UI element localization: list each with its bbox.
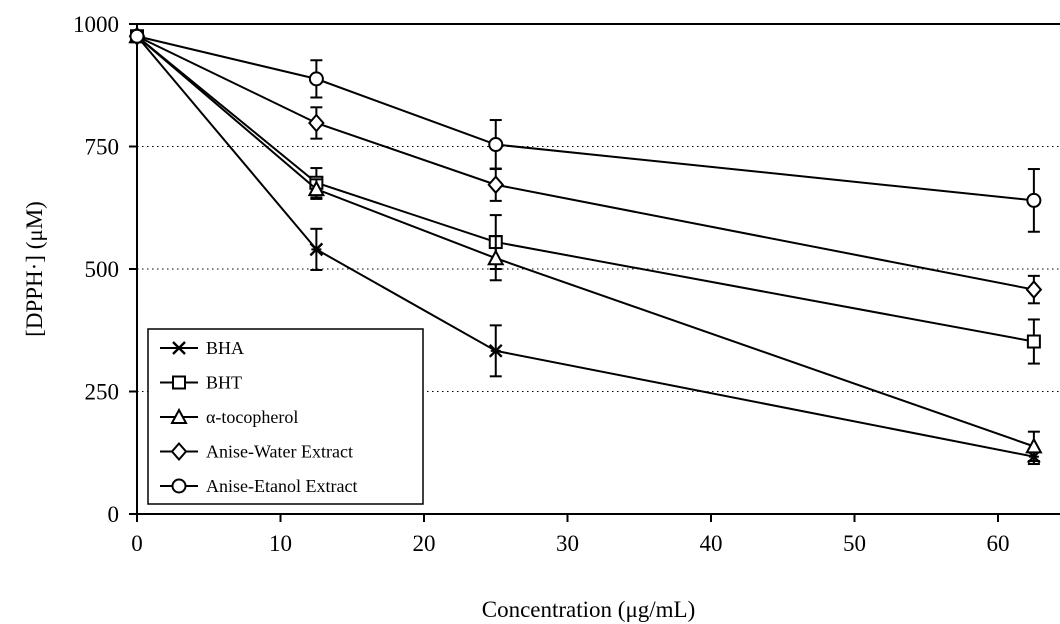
legend-marker [170,441,188,462]
x-tick-label: 0 [131,531,143,556]
data-point [307,180,326,197]
x-tick-label: 10 [269,531,292,556]
data-point [308,71,324,87]
marker-triangle [1025,437,1043,454]
x-tick-label: 40 [700,531,723,556]
legend-marker [170,407,188,424]
legend-item: α-tocopherol [160,407,298,427]
series-line [136,35,1035,448]
series-anise-etanol-extract [129,28,1042,233]
legend-marker [171,478,187,494]
marker-circle [129,28,145,44]
legend: BHA BHT α-tocopherol Anise-Water Extract Ani… [147,328,424,505]
grid-lines [137,146,1060,392]
legend-label: Anise-Etanol Extract [206,476,357,496]
marker-circle [1026,192,1042,208]
y-tick-label: 500 [85,257,120,282]
y-tick-label: 1000 [73,12,119,37]
legend-item: BHT [160,373,242,393]
marker-square [1026,334,1041,349]
y-tick-label: 0 [108,502,120,527]
marker-diamond [1025,280,1043,300]
series-line [136,35,1035,458]
x-tick-label: 50 [843,531,866,556]
marker-circle [171,478,187,494]
data-point [129,28,145,44]
legend-label: Anise-Water Extract [206,442,353,462]
legend-item: Anise-Water Extract [160,442,353,462]
legend-label: α-tocopherol [206,407,298,427]
marker-diamond [487,175,505,195]
y-tick-label: 750 [85,135,120,160]
data-point [487,249,505,266]
x-axis-ticks: 0 10 20 30 40 50 60 [131,514,1010,556]
data-point [1025,280,1043,300]
data-point [1026,334,1041,349]
legend-item: BHA [160,338,244,358]
x-tick-label: 60 [987,531,1010,556]
series-line [136,35,1034,202]
data-point [309,242,324,257]
y-axis-ticks: 0 250 500 750 1000 [73,12,137,527]
data-point [1026,192,1042,208]
marker-triangle [307,180,326,197]
data-point [488,343,503,358]
x-tick-label: 30 [556,531,579,556]
legend-label: BHA [206,338,244,358]
x-axis-title: Concentration (μg/mL) [482,597,696,622]
series-line [136,35,1035,343]
marker-circle [308,71,324,87]
data-point [488,137,504,153]
marker-diamond [170,441,188,462]
legend-label: BHT [206,373,242,393]
marker-diamond [308,113,325,133]
x-tick-label: 20 [413,531,436,556]
y-axis-title: [DPPH·] (μM) [22,201,47,337]
series-line [136,35,1035,291]
marker-triangle [487,249,505,266]
legend-marker [172,341,186,355]
marker-square [172,375,186,390]
series-anise-water-extract [128,26,1043,305]
data-series [128,26,1043,466]
y-tick-label: 250 [85,380,120,405]
marker-triangle [170,407,188,424]
data-point [487,175,505,195]
data-point [1025,437,1043,454]
legend-marker [172,375,186,390]
series-bht [130,29,1041,365]
legend-item: Anise-Etanol Extract [160,476,357,496]
marker-circle [488,137,504,153]
data-point [308,113,325,133]
